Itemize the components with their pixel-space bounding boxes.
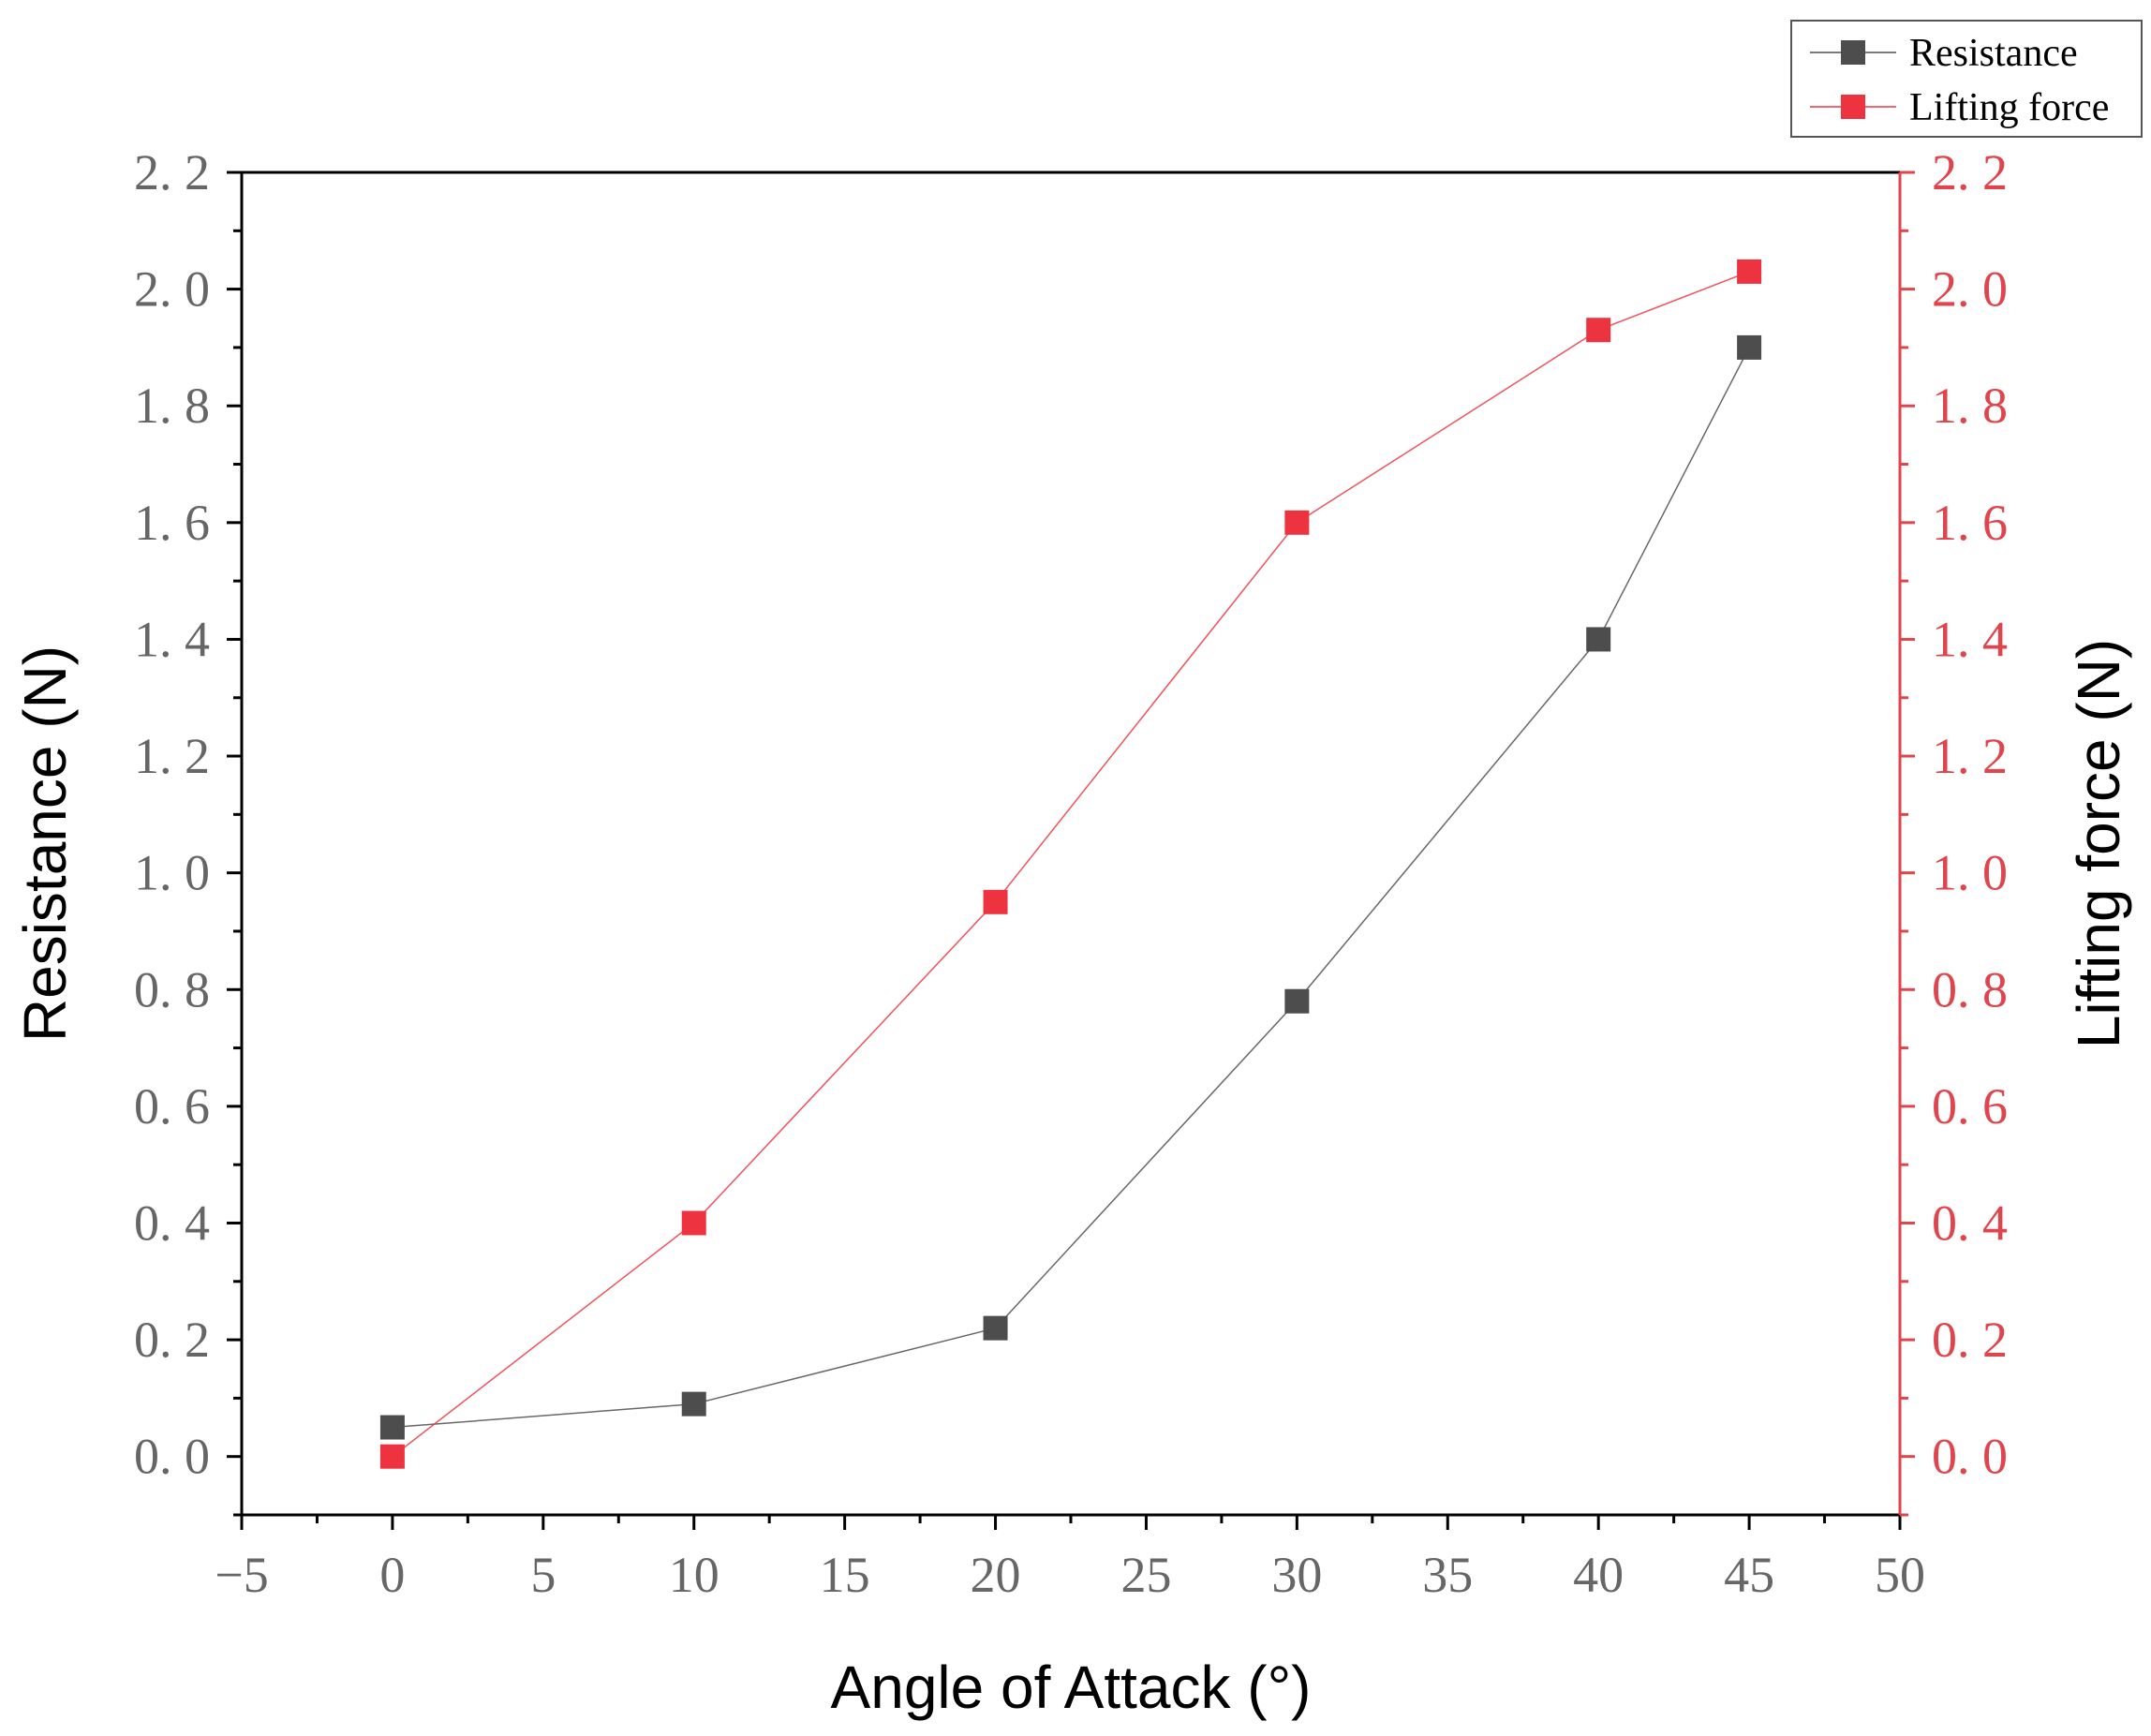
left-y-tick-label: 1. 0 <box>134 845 210 901</box>
series-line-lifting-force <box>392 271 1750 1458</box>
right-y-tick-label: 2. 2 <box>1932 144 2008 200</box>
left-y-tick-label: 2. 0 <box>134 261 210 318</box>
x-tick-label: 35 <box>1422 1547 1473 1603</box>
data-point-lifting-force <box>681 1210 706 1236</box>
legend: Resistance Lifting force <box>1790 20 2143 138</box>
legend-label-resistance: Resistance <box>1909 32 2078 75</box>
legend-marker-lifting-force <box>1841 95 1865 119</box>
x-tick-label: 50 <box>1875 1547 1925 1603</box>
x-tick-label: 25 <box>1120 1547 1171 1603</box>
right-y-tick-label: 1. 8 <box>1932 378 2008 434</box>
right-y-tick-label: 0. 4 <box>1932 1194 2008 1251</box>
plot-frame <box>240 171 1902 1517</box>
x-axis-ticks: −5 0 5 10 15 20 25 30 35 40 45 50 <box>215 1515 1925 1603</box>
data-point-resistance <box>1737 334 1762 360</box>
data-point-lifting-force <box>1284 510 1310 535</box>
left-y-tick-label: 1. 4 <box>134 611 210 667</box>
right-y-tick-label: 1. 0 <box>1932 845 2008 901</box>
data-point-resistance <box>1586 627 1611 652</box>
data-point-lifting-force <box>379 1444 405 1469</box>
x-tick-label: 20 <box>971 1547 1021 1603</box>
x-tick-label: 40 <box>1573 1547 1624 1603</box>
right-y-tick-label: 1. 2 <box>1932 728 2008 784</box>
data-point-lifting-force <box>983 889 1008 914</box>
legend-marker-resistance <box>1841 40 1865 65</box>
series-layer <box>379 259 1762 1469</box>
series-line-resistance <box>392 347 1750 1429</box>
data-point-resistance <box>983 1315 1008 1341</box>
left-y-tick-label: 0. 2 <box>134 1312 210 1368</box>
legend-label-lifting-force: Lifting force <box>1909 86 2109 129</box>
right-y-tick-label: 2. 0 <box>1932 261 2008 318</box>
left-y-tick-label: 0. 8 <box>134 961 210 1017</box>
right-y-tick-label: 0. 2 <box>1932 1312 2008 1368</box>
left-y-axis-title: Resistance (N) <box>11 645 79 1042</box>
left-y-tick-label: 1. 8 <box>134 378 210 434</box>
left-y-tick-label: 0. 0 <box>134 1429 210 1485</box>
x-tick-label: 15 <box>820 1547 870 1603</box>
x-axis-title: Angle of Attack (°) <box>831 1654 1312 1721</box>
left-y-tick-label: 1. 2 <box>134 728 210 784</box>
right-y-tick-label: 0. 6 <box>1932 1078 2008 1135</box>
x-tick-label: −5 <box>215 1547 268 1603</box>
left-y-tick-label: 2. 2 <box>134 144 210 200</box>
left-y-tick-label: 0. 4 <box>134 1194 210 1251</box>
data-point-resistance <box>1284 988 1310 1014</box>
right-y-axis-ticks: 0. 0 0. 2 0. 4 0. 6 0. 8 1. 0 1. 2 1. 4 1. 6 1. 8… <box>1900 144 2008 1517</box>
right-y-tick-label: 0. 8 <box>1932 961 2008 1017</box>
right-y-tick-label: 0. 0 <box>1932 1429 2008 1485</box>
right-y-tick-label: 1. 4 <box>1932 611 2008 667</box>
x-tick-label: 10 <box>669 1547 719 1603</box>
x-tick-label: 30 <box>1271 1547 1322 1603</box>
left-y-axis-ticks: 0. 0 0. 2 0. 4 0. 6 0. 8 1. 0 1. 2 1. 4 1. 6 1. 8… <box>134 144 242 1517</box>
right-y-tick-label: 1. 6 <box>1932 495 2008 551</box>
left-y-tick-label: 0. 6 <box>134 1078 210 1135</box>
x-tick-label: 45 <box>1724 1547 1774 1603</box>
data-point-lifting-force <box>1737 259 1762 284</box>
right-y-axis-title: Lifting force (N) <box>2065 639 2132 1048</box>
left-y-tick-label: 1. 6 <box>134 495 210 551</box>
x-tick-label: 5 <box>530 1547 556 1603</box>
data-point-resistance <box>681 1391 706 1417</box>
data-point-resistance <box>379 1415 405 1440</box>
data-point-lifting-force <box>1586 318 1611 343</box>
x-tick-label: 0 <box>379 1547 405 1603</box>
